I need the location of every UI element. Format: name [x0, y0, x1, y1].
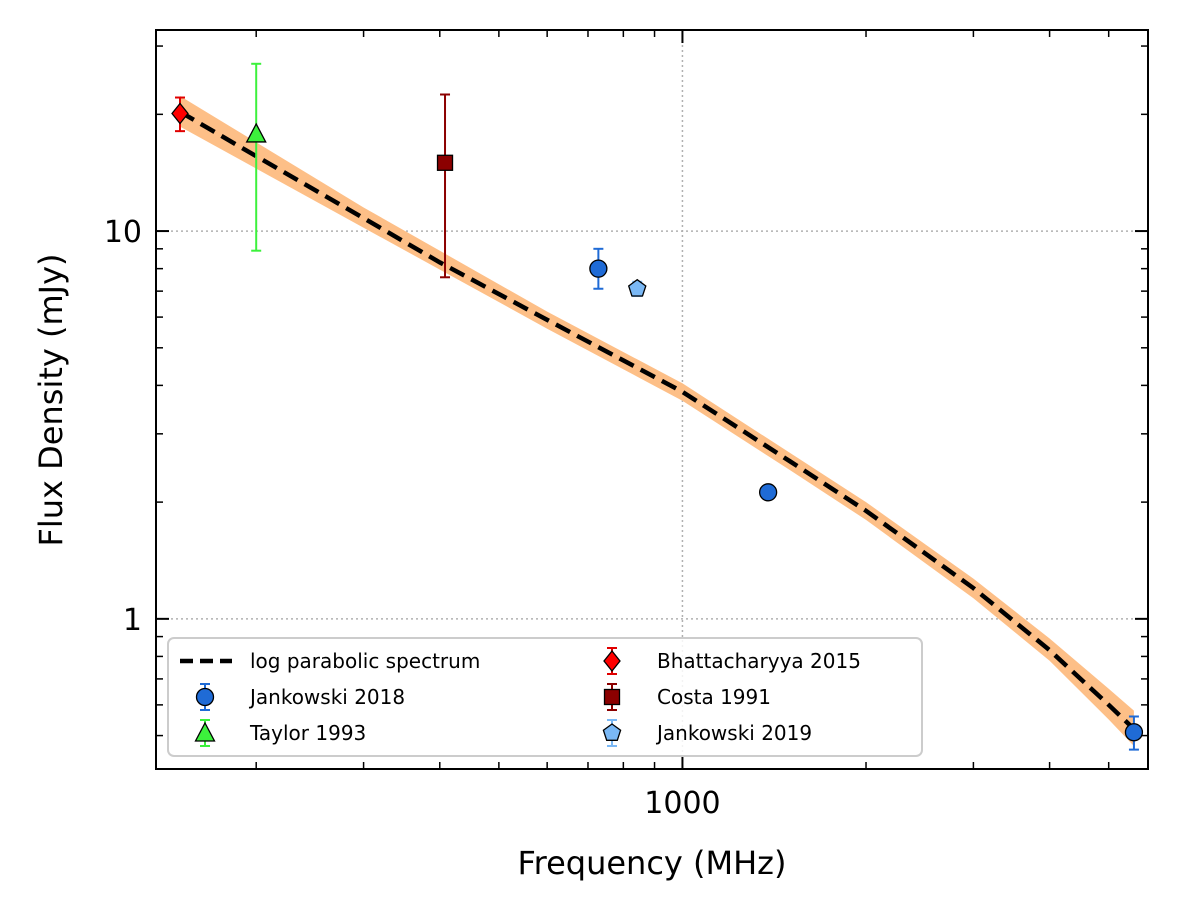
series-jankowski-2018 [589, 247, 1144, 751]
y-tick-label: 10 [104, 215, 142, 250]
data-point [627, 278, 647, 297]
legend-marker [603, 688, 621, 706]
legend-label: Jankowski 2019 [655, 721, 812, 745]
axis-ticks: 1000 1 10 [104, 30, 1148, 821]
legend-label: Costa 1991 [657, 685, 771, 709]
legend-label: Bhattacharyya 2015 [657, 649, 861, 673]
series-jankowski-2019 [627, 278, 647, 298]
legend-entry: Costa 1991 [603, 683, 771, 711]
legend: log parabolic spectrum Jankowski 2018 Tayl… [167, 637, 923, 757]
data-point [589, 259, 608, 278]
legend-box [167, 637, 923, 757]
legend-entry: log parabolic spectrum [180, 649, 480, 673]
y-axis-label: Flux Density (mJy) [32, 253, 70, 546]
legend-entry: Jankowski 2018 [195, 683, 405, 711]
legend-entry: Jankowski 2019 [602, 719, 812, 747]
data-point [436, 154, 454, 171]
x-axis-label: Frequency (MHz) [518, 844, 787, 882]
series-bhattacharyya-2015 [171, 96, 189, 133]
model-curve-group [178, 109, 1136, 731]
plot-frame [155, 29, 1149, 770]
data-point [1124, 723, 1144, 742]
model-curve [178, 109, 1136, 731]
legend-label: Jankowski 2018 [248, 685, 405, 709]
legend-marker [602, 723, 622, 741]
series-costa-1991 [436, 93, 454, 279]
series-taylor-1993 [245, 62, 267, 252]
legend-marker [195, 687, 215, 707]
legend-marker [194, 721, 216, 742]
data-point [245, 122, 267, 143]
legend-entry: Taylor 1993 [194, 719, 366, 747]
data-point [758, 483, 778, 502]
legend-entry: Bhattacharyya 2015 [603, 647, 861, 675]
legend-marker [603, 649, 621, 673]
y-tick-label: 1 [123, 603, 142, 638]
model-band-group [180, 96, 1134, 746]
model-uncertainty-band [180, 96, 1134, 746]
x-tick-label: 1000 [644, 786, 720, 821]
legend-label: Taylor 1993 [249, 721, 366, 745]
data-points [171, 62, 1144, 751]
data-point [171, 102, 189, 125]
legend-label: log parabolic spectrum [250, 649, 480, 673]
